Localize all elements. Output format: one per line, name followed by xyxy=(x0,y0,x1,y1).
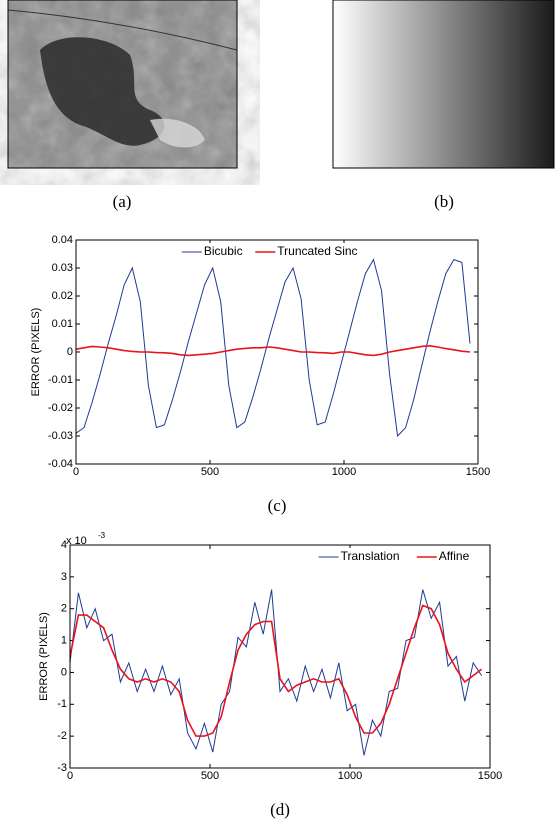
y-tick-label: -1 xyxy=(57,698,67,710)
y-tick-label: 4 xyxy=(61,539,67,551)
y-tick-label: -3 xyxy=(57,762,67,774)
plot-area xyxy=(70,545,490,768)
y-tick-label: 0 xyxy=(61,666,67,678)
axes-box xyxy=(75,239,479,465)
legend-label: Translation xyxy=(341,549,400,563)
data-line xyxy=(69,589,483,756)
y-axis-label: ERROR (PIXELS) xyxy=(30,308,42,397)
y-tick-label: -0.04 xyxy=(48,458,73,470)
x-tick-label: 1500 xyxy=(466,466,490,478)
legend: Translation Affine xyxy=(314,548,484,566)
data-line xyxy=(75,258,471,438)
image-b xyxy=(332,0,555,169)
data-line xyxy=(69,604,483,737)
y-tick-label: -0.03 xyxy=(48,430,73,442)
data-line xyxy=(75,344,471,357)
caption: (a) xyxy=(113,192,132,211)
legend: Bicubic Truncated Sinc xyxy=(177,243,373,261)
x-tick-label: 1000 xyxy=(338,770,362,782)
y-tick-label: 1 xyxy=(61,634,67,646)
caption: (c) xyxy=(268,496,287,515)
x-tick-label: 1500 xyxy=(478,770,502,782)
axes-box xyxy=(69,544,491,769)
x-tick-label: 0 xyxy=(67,770,73,782)
y-tick-label: -2 xyxy=(57,730,67,742)
y-tick-label: -0.02 xyxy=(48,402,73,414)
y-axis-label: ERROR (PIXELS) xyxy=(38,612,50,701)
y-tick-label: 2 xyxy=(61,603,67,615)
y-tick-label: -0.01 xyxy=(48,374,73,386)
caption: (b) xyxy=(434,192,454,211)
y-tick-label: 0.03 xyxy=(52,262,73,274)
legend-label: Affine xyxy=(439,549,470,563)
y-scale-exponent: -3 xyxy=(98,531,106,540)
y-tick-label: 0.04 xyxy=(52,234,73,246)
y-tick-label: 0.01 xyxy=(52,318,73,330)
legend-label: Bicubic xyxy=(204,244,243,258)
y-tick-label: 0.02 xyxy=(52,290,73,302)
y-tick-label: 3 xyxy=(61,571,67,583)
legend-box xyxy=(314,548,484,566)
image-a xyxy=(7,0,238,169)
x-tick-label: 0 xyxy=(73,466,79,478)
x-tick-label: 500 xyxy=(201,770,219,782)
legend-label: Truncated Sinc xyxy=(277,244,357,258)
caption: (d) xyxy=(270,800,290,819)
x-tick-label: 500 xyxy=(201,466,219,478)
y-tick-label: 0 xyxy=(67,346,73,358)
x-tick-label: 1000 xyxy=(332,466,356,478)
y-scale-label: x 10 xyxy=(66,535,87,547)
